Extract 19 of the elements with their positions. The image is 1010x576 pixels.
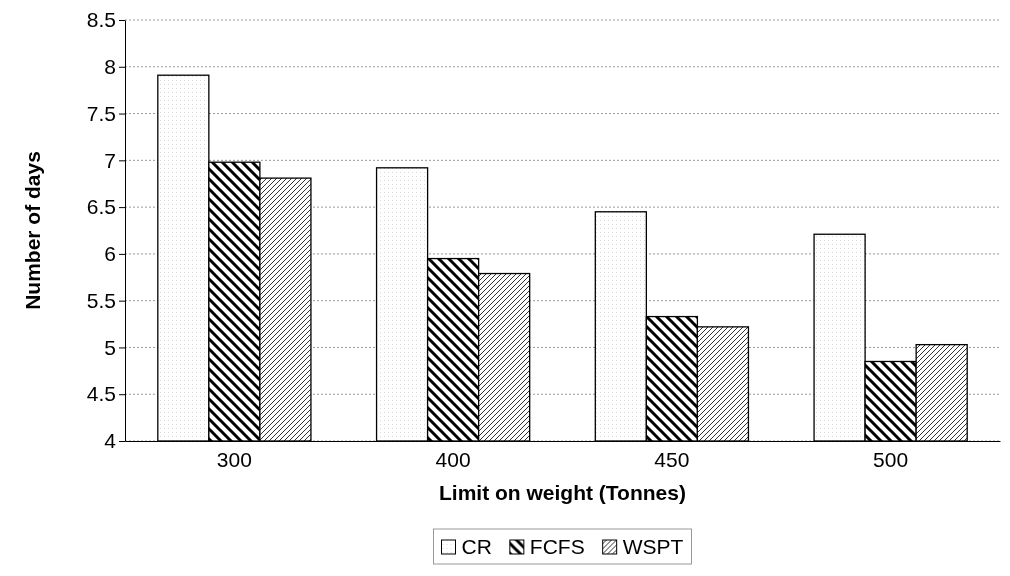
y-axis-title: Number of days [21, 151, 44, 310]
y-tick-label: 6 [104, 242, 116, 266]
x-tick-label: 300 [216, 448, 252, 472]
legend-label: WSPT [622, 535, 684, 558]
y-tick-label: 5.5 [86, 288, 116, 312]
legend-label: CR [461, 535, 492, 558]
x-tick-label: 400 [435, 448, 471, 472]
y-tick-label: 8.5 [86, 8, 116, 32]
legend-label: FCFS [529, 535, 585, 558]
y-tick-label: 7 [104, 148, 116, 172]
x-tick-label: 450 [654, 448, 690, 472]
y-tick-label: 5 [104, 335, 116, 359]
x-axis-title: Limit on weight (Tonnes) [439, 481, 686, 504]
y-tick-label: 4.5 [86, 382, 116, 406]
y-tick-label: 8 [104, 55, 116, 78]
y-tick-label: 6.5 [86, 195, 116, 219]
y-tick-label: 7.5 [86, 101, 116, 125]
x-tick-label: 500 [873, 448, 909, 472]
y-tick-label: 4 [104, 429, 117, 453]
